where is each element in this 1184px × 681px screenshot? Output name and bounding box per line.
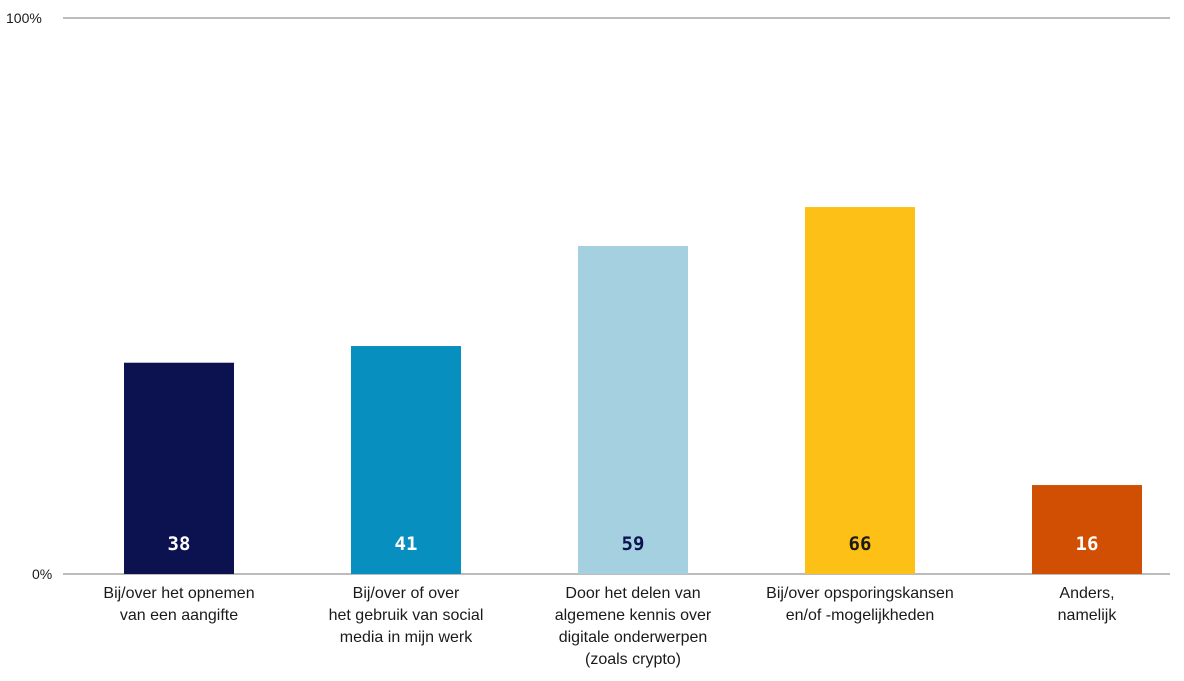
bar-value-label: 59	[622, 533, 645, 555]
bar	[805, 207, 915, 575]
bar-value-label: 38	[168, 533, 191, 555]
bar	[124, 362, 234, 574]
bar-value-label: 16	[1076, 533, 1099, 555]
x-category-label: van een aangifte	[120, 607, 238, 624]
bars-group: 38 Bij/over het opnemen van een aangifte 41…	[103, 207, 1142, 668]
y-tick-label-min: 0%	[32, 566, 52, 582]
bar-value-label: 41	[395, 533, 418, 555]
bar-value-label: 66	[849, 533, 872, 555]
x-category-label: algemene kennis over	[555, 607, 712, 624]
bar	[351, 346, 461, 574]
x-category-label: Bij/over opsporingskansen	[766, 585, 954, 602]
x-category-label: (zoals crypto)	[585, 651, 681, 668]
x-category-label: Anders,	[1059, 585, 1114, 602]
x-category-label: Bij/over het opnemen	[103, 585, 254, 602]
x-category-label: namelijk	[1058, 607, 1118, 624]
x-category-label: en/of -mogelijkheden	[786, 607, 935, 624]
x-category-label: digitale onderwerpen	[559, 629, 708, 646]
x-category-label: Bij/over of over	[353, 585, 460, 602]
x-category-label: media in mijn werk	[340, 629, 473, 646]
bar	[1032, 485, 1142, 574]
bar	[578, 245, 688, 574]
x-category-label: het gebruik van social	[329, 607, 484, 624]
y-tick-label-max: 100%	[6, 10, 42, 26]
x-category-label: Door het delen van	[565, 585, 700, 602]
